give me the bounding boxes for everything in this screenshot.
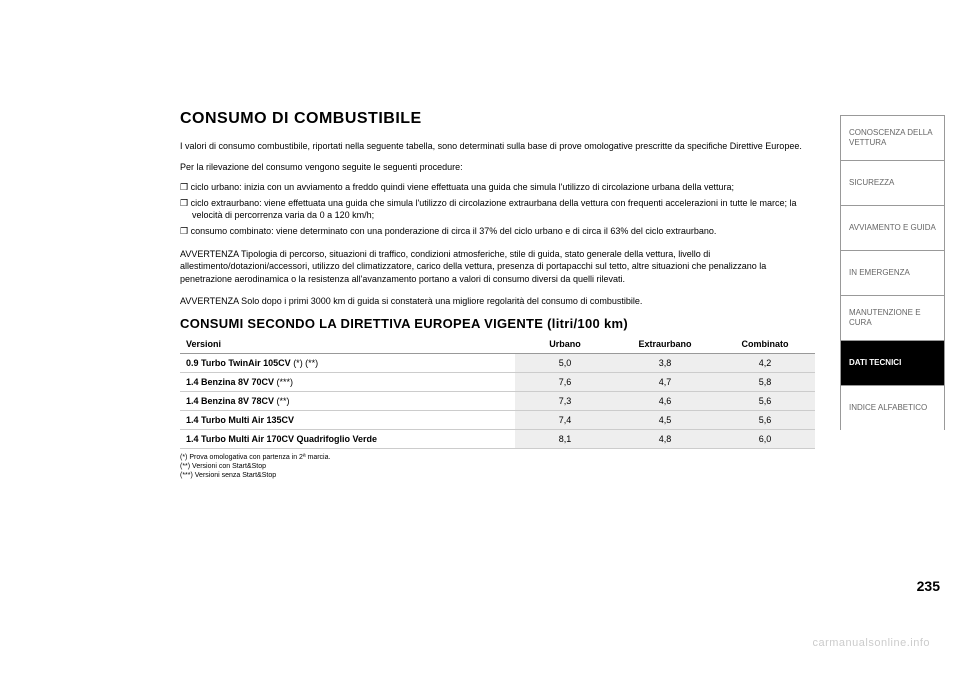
col-header-urbano: Urbano bbox=[515, 335, 615, 354]
version-label: 1.4 Benzina 8V 78CV bbox=[186, 396, 274, 406]
main-content: CONSUMO DI COMBUSTIBILE I valori di cons… bbox=[0, 0, 840, 679]
tab-indice[interactable]: INDICE ALFABETICO bbox=[840, 385, 945, 430]
table-row: 1.4 Turbo Multi Air 135CV 7,4 4,5 5,6 bbox=[180, 410, 815, 429]
watermark: carmanualsonline.info bbox=[812, 637, 930, 649]
version-label: 1.4 Turbo Multi Air 170CV Quadrifoglio V… bbox=[186, 434, 377, 444]
version-suffix: (*) (**) bbox=[291, 358, 319, 368]
bullet-3: consumo combinato: viene determinato con… bbox=[180, 225, 815, 238]
page-number: 235 bbox=[917, 578, 940, 594]
bullet-2: ciclo extraurbano: viene effettuata una … bbox=[180, 197, 815, 222]
cell-extraurbano: 4,6 bbox=[615, 391, 715, 410]
col-header-versioni: Versioni bbox=[180, 335, 515, 354]
tab-conoscenza[interactable]: CONOSCENZA DELLA VETTURA bbox=[840, 115, 945, 160]
cell-extraurbano: 4,8 bbox=[615, 429, 715, 448]
col-header-extraurbano: Extraurbano bbox=[615, 335, 715, 354]
intro-paragraph-2: Per la rilevazione del consumo vengono s… bbox=[180, 161, 815, 174]
consumption-table: Versioni Urbano Extraurbano Combinato 0.… bbox=[180, 335, 815, 449]
table-row: 1.4 Benzina 8V 70CV (***) 7,6 4,7 5,8 bbox=[180, 372, 815, 391]
table-header-row: Versioni Urbano Extraurbano Combinato bbox=[180, 335, 815, 354]
cell-extraurbano: 4,5 bbox=[615, 410, 715, 429]
tab-sicurezza[interactable]: SICUREZZA bbox=[840, 160, 945, 205]
tab-avviamento[interactable]: AVVIAMENTO E GUIDA bbox=[840, 205, 945, 250]
cell-version: 1.4 Benzina 8V 70CV (***) bbox=[180, 372, 515, 391]
cell-urbano: 5,0 bbox=[515, 353, 615, 372]
version-suffix: (***) bbox=[274, 377, 293, 387]
version-label: 1.4 Turbo Multi Air 135CV bbox=[186, 415, 294, 425]
cell-combinato: 5,8 bbox=[715, 372, 815, 391]
bullet-1: ciclo urbano: inizia con un avviamento a… bbox=[180, 181, 815, 194]
version-suffix: (**) bbox=[274, 396, 290, 406]
cell-combinato: 6,0 bbox=[715, 429, 815, 448]
cell-combinato: 4,2 bbox=[715, 353, 815, 372]
footnote-1: (*) Prova omologativa con partenza in 2ª… bbox=[180, 453, 815, 462]
cell-urbano: 8,1 bbox=[515, 429, 615, 448]
table-row: 1.4 Benzina 8V 78CV (**) 7,3 4,6 5,6 bbox=[180, 391, 815, 410]
cell-urbano: 7,3 bbox=[515, 391, 615, 410]
warning-1: AVVERTENZA Tipologia di percorso, situaz… bbox=[180, 248, 815, 286]
table-heading: CONSUMI SECONDO LA DIRETTIVA EUROPEA VIG… bbox=[180, 316, 815, 331]
page-container: CONSUMO DI COMBUSTIBILE I valori di cons… bbox=[0, 0, 960, 679]
cell-extraurbano: 4,7 bbox=[615, 372, 715, 391]
version-label: 1.4 Benzina 8V 70CV bbox=[186, 377, 274, 387]
footnote-2: (**) Versioni con Start&Stop bbox=[180, 462, 815, 471]
cell-urbano: 7,4 bbox=[515, 410, 615, 429]
col-header-combinato: Combinato bbox=[715, 335, 815, 354]
sidebar-tabs: CONOSCENZA DELLA VETTURA SICUREZZA AVVIA… bbox=[840, 0, 960, 679]
intro-paragraph-1: I valori di consumo combustibile, riport… bbox=[180, 140, 815, 153]
cell-combinato: 5,6 bbox=[715, 410, 815, 429]
footnotes: (*) Prova omologativa con partenza in 2ª… bbox=[180, 453, 815, 480]
cell-combinato: 5,6 bbox=[715, 391, 815, 410]
cell-extraurbano: 3,8 bbox=[615, 353, 715, 372]
cell-urbano: 7,6 bbox=[515, 372, 615, 391]
footnote-3: (***) Versioni senza Start&Stop bbox=[180, 471, 815, 480]
tab-manutenzione[interactable]: MANUTENZIONE E CURA bbox=[840, 295, 945, 340]
tab-dati-tecnici[interactable]: DATI TECNICI bbox=[840, 340, 945, 385]
section-heading: CONSUMO DI COMBUSTIBILE bbox=[180, 110, 815, 128]
tab-emergenza[interactable]: IN EMERGENZA bbox=[840, 250, 945, 295]
cell-version: 1.4 Turbo Multi Air 135CV bbox=[180, 410, 515, 429]
table-row: 0.9 Turbo TwinAir 105CV (*) (**) 5,0 3,8… bbox=[180, 353, 815, 372]
cell-version: 1.4 Benzina 8V 78CV (**) bbox=[180, 391, 515, 410]
table-row: 1.4 Turbo Multi Air 170CV Quadrifoglio V… bbox=[180, 429, 815, 448]
cell-version: 1.4 Turbo Multi Air 170CV Quadrifoglio V… bbox=[180, 429, 515, 448]
cell-version: 0.9 Turbo TwinAir 105CV (*) (**) bbox=[180, 353, 515, 372]
warning-2: AVVERTENZA Solo dopo i primi 3000 km di … bbox=[180, 295, 815, 308]
version-label: 0.9 Turbo TwinAir 105CV bbox=[186, 358, 291, 368]
